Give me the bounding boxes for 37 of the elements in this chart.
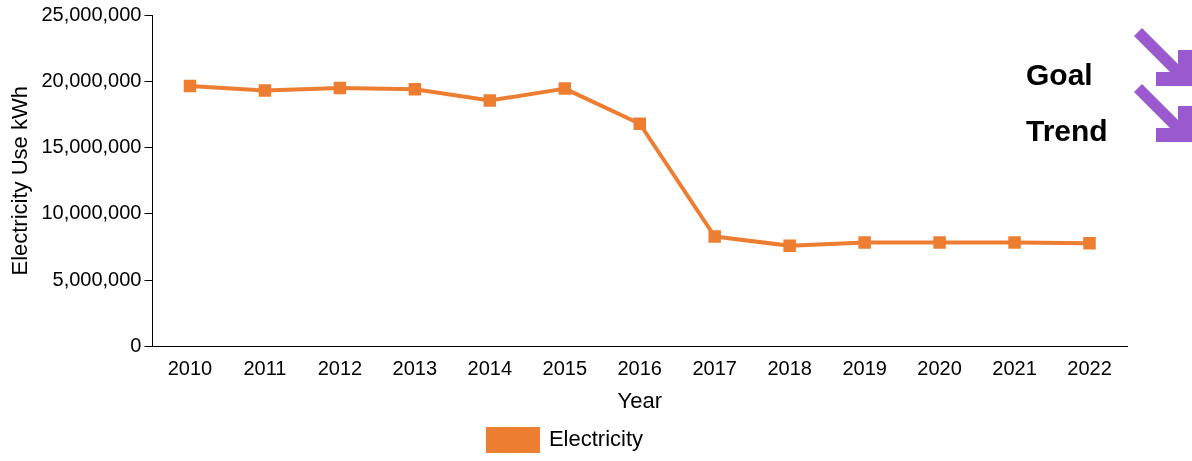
y-tick-label: 15,000,000 bbox=[41, 135, 142, 158]
point bbox=[1008, 236, 1021, 249]
x-axis-title: Year bbox=[617, 387, 662, 413]
y-tick-label: 25,000,000 bbox=[41, 2, 142, 25]
y-tick-label: 20,000,000 bbox=[41, 68, 142, 91]
y-tick-label: 0 bbox=[130, 334, 142, 357]
point bbox=[258, 84, 272, 97]
x-tick-label: 2016 bbox=[617, 357, 662, 380]
x-tick-label: 2010 bbox=[167, 357, 213, 380]
y-tick-label: 10,000,000 bbox=[41, 201, 142, 224]
y-axis-title: Electricity Use kWh bbox=[7, 86, 33, 276]
point bbox=[483, 94, 497, 107]
point bbox=[783, 239, 796, 253]
point bbox=[558, 82, 572, 95]
x-tick-label: 2022 bbox=[1067, 357, 1112, 380]
point bbox=[333, 81, 347, 95]
x-tick-label: 2020 bbox=[917, 357, 962, 380]
point bbox=[708, 230, 721, 243]
x-tick-label: 2017 bbox=[692, 357, 737, 380]
x-tick-label: 2021 bbox=[992, 357, 1037, 380]
x-tick-label: 2015 bbox=[542, 357, 588, 380]
x-tick-label: 2018 bbox=[767, 357, 812, 380]
point bbox=[858, 236, 871, 249]
point bbox=[183, 79, 197, 93]
point bbox=[408, 83, 422, 96]
y-tick-label: 5,000,000 bbox=[52, 267, 142, 290]
annotation: Trend bbox=[1026, 114, 1108, 148]
x-tick-label: 2014 bbox=[467, 357, 513, 380]
x-tick-label: 2012 bbox=[317, 357, 363, 380]
point bbox=[633, 117, 646, 131]
x-tick-label: 2011 bbox=[243, 357, 287, 380]
x-tick-label: 2013 bbox=[392, 357, 438, 380]
point bbox=[933, 236, 946, 249]
annotation: Goal bbox=[1026, 58, 1093, 92]
point bbox=[1083, 236, 1096, 250]
legend-label: Electricity bbox=[548, 426, 644, 452]
x-tick-label: 2019 bbox=[842, 357, 887, 380]
